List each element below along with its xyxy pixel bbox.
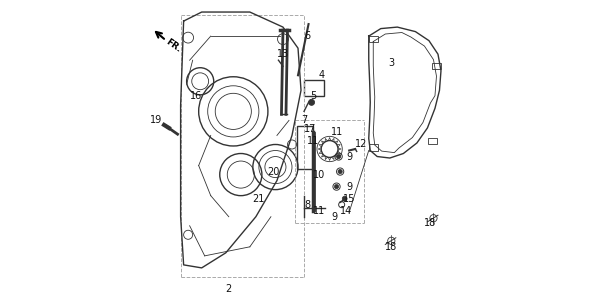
Text: 18: 18 <box>385 242 398 252</box>
Bar <box>297 126 313 169</box>
Text: 13: 13 <box>277 49 289 59</box>
Text: 21: 21 <box>253 194 265 204</box>
Text: 10: 10 <box>313 169 325 180</box>
Bar <box>369 36 378 42</box>
Text: 20: 20 <box>268 166 280 177</box>
Bar <box>428 138 437 144</box>
Text: 14: 14 <box>340 206 352 216</box>
Text: 6: 6 <box>304 31 310 41</box>
Text: FR.: FR. <box>164 38 183 54</box>
Text: 11: 11 <box>331 127 343 138</box>
Text: 7: 7 <box>301 115 307 126</box>
Text: 8: 8 <box>304 200 310 210</box>
Text: 19: 19 <box>150 115 163 126</box>
Circle shape <box>338 169 342 174</box>
Text: 9: 9 <box>331 212 337 222</box>
Circle shape <box>336 154 341 159</box>
Text: 11: 11 <box>307 136 319 147</box>
Bar <box>432 63 441 69</box>
Text: 9: 9 <box>346 182 352 192</box>
Text: 3: 3 <box>388 58 394 68</box>
Text: 17: 17 <box>304 124 316 135</box>
Circle shape <box>342 196 347 201</box>
Bar <box>369 144 378 150</box>
Text: 16: 16 <box>189 91 202 101</box>
Text: 18: 18 <box>424 218 437 228</box>
Text: 12: 12 <box>355 139 368 150</box>
Circle shape <box>335 185 339 189</box>
Text: 5: 5 <box>310 91 316 101</box>
Bar <box>304 80 323 96</box>
Text: 11: 11 <box>313 206 325 216</box>
Text: 2: 2 <box>225 284 232 294</box>
Text: 9: 9 <box>346 151 352 162</box>
Circle shape <box>309 99 314 105</box>
Text: 4: 4 <box>319 70 325 80</box>
Text: 15: 15 <box>343 194 355 204</box>
